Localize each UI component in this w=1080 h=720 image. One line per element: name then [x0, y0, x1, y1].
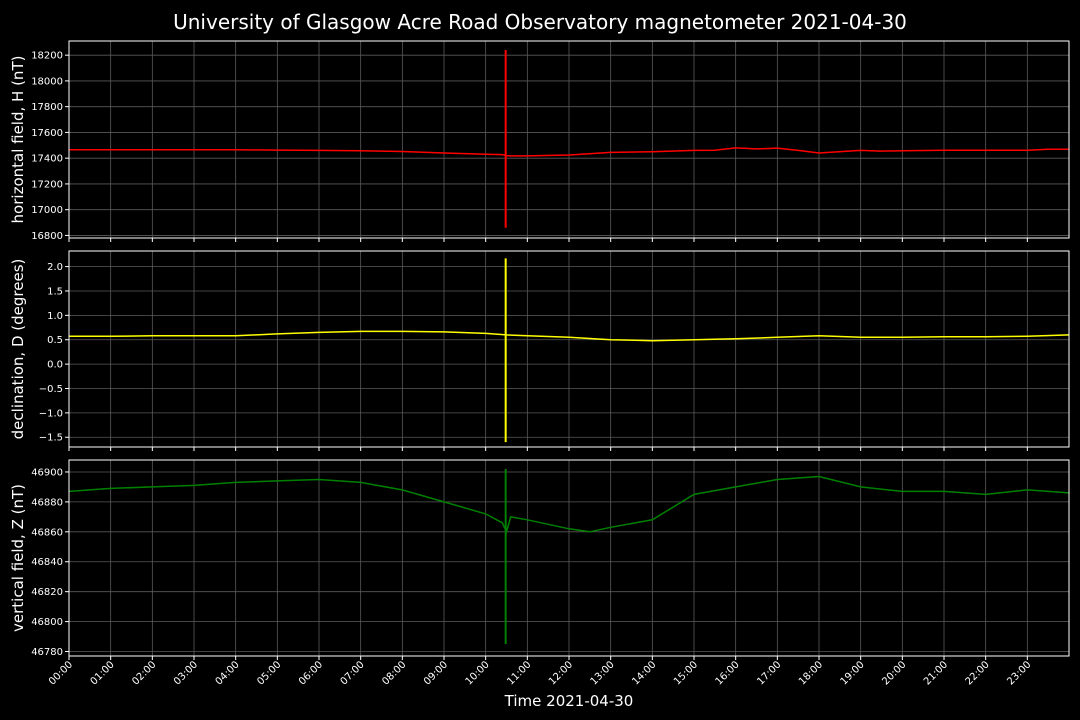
chart-title: University of Glasgow Acre Road Observat… — [173, 10, 907, 34]
y-tick-label: 17600 — [31, 128, 63, 139]
y-tick-label: 46860 — [31, 527, 63, 538]
y-tick-label: −1.0 — [39, 408, 63, 419]
series-line — [68, 475, 1070, 534]
axes-frame — [68, 40, 1070, 239]
y-tick-label: 46880 — [31, 497, 63, 508]
y-tick-label: 2.0 — [47, 262, 63, 273]
y-tick-label: 0.5 — [47, 335, 63, 346]
panel-3: 46780 46800 46820 46840 46860 46880 46900 verti… — [9, 459, 1070, 660]
axes-frame — [68, 250, 1070, 448]
y-tick-label: 0.0 — [47, 360, 63, 371]
y-tick-label: −1.5 — [39, 433, 63, 444]
panel-1: 16800 17000 17200 17400 17600 17800 18000 18200… — [9, 40, 1070, 242]
y-tick-label: 46780 — [31, 647, 63, 658]
y-axis-label: vertical field, Z (nT) — [9, 484, 27, 632]
series-line — [69, 330, 1070, 342]
y-tick-label: 46900 — [31, 467, 63, 478]
axes-frame — [68, 459, 1070, 657]
y-tick-label: 46800 — [31, 617, 63, 628]
y-tick-label: 17200 — [31, 179, 63, 190]
y-tick-label: −0.5 — [39, 384, 63, 395]
y-tick-label: 17800 — [31, 102, 63, 113]
y-tick-label: 18000 — [31, 76, 63, 87]
y-axis-label: horizontal field, H (nT) — [9, 56, 27, 224]
y-tick-label: 46840 — [31, 557, 63, 568]
series-line — [69, 147, 1069, 157]
y-tick-label: 1.5 — [47, 286, 63, 297]
y-axis-label: declination, D (degrees) — [9, 259, 27, 440]
y-tick-label: 17400 — [31, 154, 63, 165]
y-tick-label: 16800 — [31, 231, 63, 242]
y-tick-label: 46820 — [31, 587, 63, 598]
x-axis-label: Time 2021-04-30 — [504, 692, 634, 710]
y-tick-label: 18200 — [31, 51, 63, 62]
y-tick-label: 17000 — [31, 205, 63, 216]
y-tick-label: 1.0 — [47, 311, 63, 322]
panel-2: −1.5 −1.0 −0.5 0.0 0.5 1.0 1.5 2.0 declination, … — [9, 250, 1070, 451]
